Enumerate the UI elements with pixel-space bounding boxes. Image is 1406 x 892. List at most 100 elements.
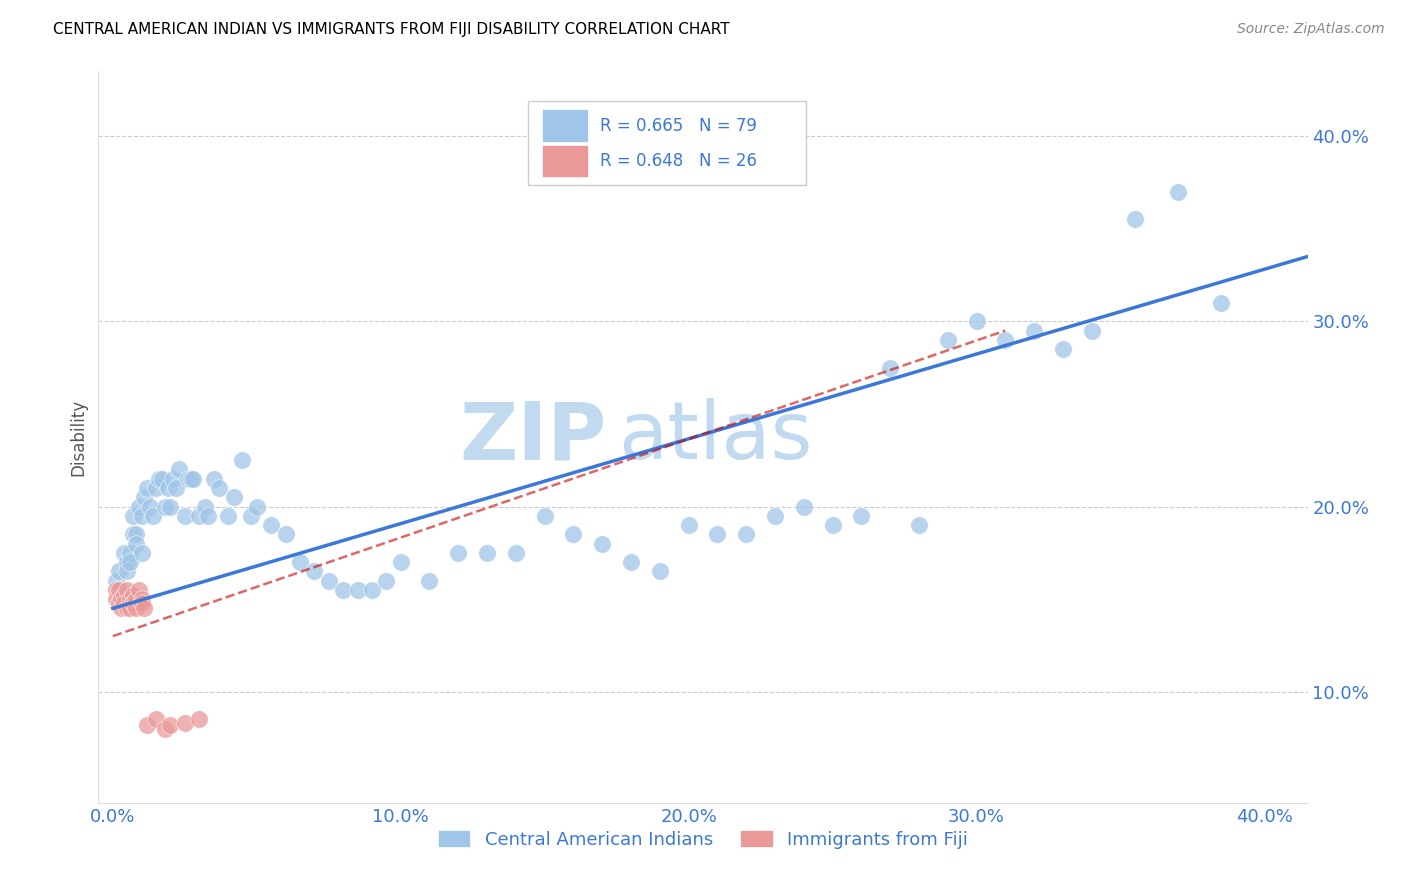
Point: [131, 508, 153, 523]
FancyBboxPatch shape: [543, 110, 588, 143]
Point: [231, 453, 253, 467]
Point: [475, 546, 498, 560]
Point: [966, 314, 988, 328]
Point: [194, 500, 217, 514]
Point: [128, 500, 150, 514]
Point: [120, 601, 142, 615]
Point: [120, 546, 142, 560]
Point: [821, 518, 844, 533]
Point: [246, 500, 269, 514]
Point: [110, 582, 132, 597]
Point: [153, 722, 176, 736]
Point: [879, 360, 901, 375]
Point: [994, 333, 1017, 347]
Point: [375, 574, 398, 588]
Point: [188, 713, 211, 727]
Point: [851, 508, 873, 523]
Point: [591, 536, 613, 550]
Point: [150, 472, 173, 486]
Point: [1022, 324, 1045, 338]
Legend: Central American Indians, Immigrants from Fiji: Central American Indians, Immigrants fro…: [430, 823, 976, 856]
Point: [131, 546, 153, 560]
Point: [197, 508, 219, 523]
Point: [125, 601, 148, 615]
Point: [332, 582, 354, 597]
Point: [1080, 324, 1102, 338]
Point: [125, 592, 148, 607]
Y-axis label: Disability: Disability: [69, 399, 87, 475]
Point: [165, 481, 187, 495]
Point: [125, 536, 148, 550]
Point: [120, 592, 142, 607]
Text: Source: ZipAtlas.com: Source: ZipAtlas.com: [1237, 22, 1385, 37]
Point: [115, 582, 138, 597]
Point: [418, 574, 440, 588]
FancyBboxPatch shape: [543, 145, 588, 178]
Point: [122, 508, 145, 523]
Point: [107, 596, 129, 610]
Point: [134, 601, 156, 615]
Point: [122, 527, 145, 541]
Text: CENTRAL AMERICAN INDIAN VS IMMIGRANTS FROM FIJI DISABILITY CORRELATION CHART: CENTRAL AMERICAN INDIAN VS IMMIGRANTS FR…: [53, 22, 730, 37]
Point: [793, 500, 815, 514]
Point: [107, 565, 129, 579]
Point: [180, 472, 202, 486]
Point: [361, 582, 384, 597]
Point: [620, 555, 643, 569]
Point: [136, 481, 159, 495]
Point: [763, 508, 786, 523]
Point: [148, 472, 170, 486]
Point: [318, 574, 340, 588]
Point: [208, 481, 231, 495]
Point: [112, 546, 135, 560]
Point: [260, 518, 283, 533]
Point: [128, 582, 150, 597]
Point: [162, 472, 184, 486]
Point: [183, 472, 205, 486]
Point: [134, 490, 156, 504]
Point: [131, 596, 153, 610]
Point: [389, 555, 412, 569]
Point: [222, 490, 245, 504]
Point: [110, 601, 132, 615]
Point: [112, 596, 135, 610]
Text: ZIP: ZIP: [458, 398, 606, 476]
Point: [648, 565, 671, 579]
Point: [346, 582, 368, 597]
Point: [122, 596, 145, 610]
Point: [288, 555, 311, 569]
Point: [936, 333, 959, 347]
Point: [304, 565, 326, 579]
Point: [173, 716, 195, 731]
Point: [678, 518, 700, 533]
Point: [533, 508, 555, 523]
Point: [176, 472, 198, 486]
Point: [173, 508, 195, 523]
Point: [115, 601, 138, 615]
Point: [142, 508, 165, 523]
Point: [145, 481, 167, 495]
Point: [115, 555, 138, 569]
Text: R = 0.648   N = 26: R = 0.648 N = 26: [600, 152, 758, 170]
Text: R = 0.665   N = 79: R = 0.665 N = 79: [600, 117, 756, 135]
Point: [104, 574, 127, 588]
Point: [125, 527, 148, 541]
Point: [447, 546, 470, 560]
FancyBboxPatch shape: [527, 101, 806, 185]
Point: [908, 518, 931, 533]
Point: [274, 527, 297, 541]
Point: [136, 718, 159, 732]
Point: [202, 472, 225, 486]
Point: [156, 481, 179, 495]
Point: [562, 527, 585, 541]
Point: [139, 500, 162, 514]
Point: [122, 588, 145, 602]
Point: [240, 508, 263, 523]
Point: [131, 592, 153, 607]
Point: [735, 527, 758, 541]
Point: [1052, 342, 1074, 356]
Point: [120, 555, 142, 569]
Point: [104, 592, 127, 607]
Point: [706, 527, 728, 541]
Point: [107, 582, 129, 597]
